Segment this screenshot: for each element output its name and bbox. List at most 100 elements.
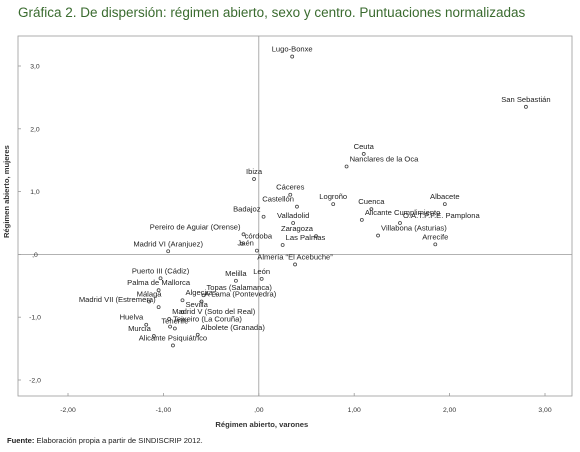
x-tick-label: 2,00 [443, 407, 456, 414]
point-marker [239, 241, 244, 246]
point-label: Valladolid [277, 211, 309, 220]
x-tick-label: ,00 [254, 407, 264, 414]
point-label: Melilla [225, 269, 247, 278]
point-marker [280, 243, 285, 247]
point-marker [151, 334, 156, 338]
point-label: Teixeiro (La Coruña) [173, 315, 242, 324]
point-label: Ibiza [246, 167, 263, 176]
source-text: Elaboración propia a partir de SINDISCRI… [34, 436, 203, 445]
point-marker [376, 233, 380, 238]
data-point: Teixeiro (La Coruña) [168, 315, 242, 329]
data-point: Badajoz [233, 205, 266, 219]
data-point: Algeciras [180, 288, 217, 303]
x-axis-title: Régimen abierto, varones [215, 420, 308, 429]
point-label: Sevilla [185, 300, 208, 309]
data-point: Ibiza [246, 167, 263, 181]
chart-source: Fuente: Elaboración propia a partir de S… [7, 436, 203, 445]
data-point: Murcia [128, 324, 156, 338]
x-tick-label: -1,00 [156, 407, 172, 414]
point-label: Albacete [430, 192, 460, 201]
data-point: Alicante Cumplimiento [359, 208, 441, 222]
data-point: Nanclares de la Oca [344, 154, 420, 169]
data-point: Madrid V (Soto del Real) [167, 307, 256, 321]
data-point: San Sebastián [501, 95, 551, 109]
point-marker [314, 234, 318, 239]
data-point: Alicante Psiquiátrico [139, 333, 207, 348]
point-marker [291, 221, 296, 225]
point-label: Madrid VII (Estremera) [79, 295, 156, 304]
point-label: Logroño [319, 192, 347, 201]
point-label: Las Palmas [286, 233, 326, 242]
data-point: León [253, 267, 270, 281]
x-tick-label: 3,00 [538, 407, 551, 414]
tick-labels: -2,00 -1,00 ,00 1,00 2,00 3,00 -2,0 -1,0 ,0 1,0 2,… [18, 64, 552, 414]
data-point: Madrid VII (Estremera) [79, 295, 161, 310]
point-label: Alicante Psiquiátrico [139, 333, 207, 342]
point-label: A Lama (Pontevedra) [205, 290, 277, 299]
point-marker [147, 299, 151, 304]
point-label: córdoba [245, 232, 273, 241]
point-marker [156, 305, 161, 310]
point-label: León [253, 267, 270, 276]
point-marker [167, 317, 172, 321]
chart-title: Gráfica 2. De dispersión: régimen abiert… [18, 5, 526, 20]
point-label: Tenerife [161, 317, 188, 326]
point-marker [166, 249, 171, 254]
x-tick-label: 1,00 [348, 407, 361, 414]
point-label: Murcia [128, 324, 152, 333]
point-label: San Sebastián [501, 95, 550, 104]
point-label: Madrid VI (Aranjuez) [133, 239, 203, 248]
point-label: Alicante Cumplimiento [365, 208, 441, 217]
axes [18, 36, 572, 396]
data-point: A Lama (Pontevedra) [199, 290, 277, 304]
point-marker [359, 217, 364, 222]
point-marker [295, 204, 299, 209]
data-point: Valladolid [277, 211, 309, 225]
point-label: Madrid V (Soto del Real) [172, 307, 256, 316]
point-marker [241, 232, 246, 237]
data-point: Jaén [237, 239, 259, 253]
point-marker [259, 276, 264, 281]
point-label: Castellón [262, 195, 294, 204]
plot-frame [17, 35, 573, 397]
point-label: Arrecife [422, 232, 448, 241]
data-point: Las Palmas [280, 233, 326, 247]
data-point: Albacete [430, 192, 460, 207]
data-point: Villabona (Asturias) [376, 224, 447, 238]
point-marker [331, 202, 336, 207]
data-point: Pereiro de Aguiar (Orense) [150, 222, 246, 237]
point-label: Algeciras [185, 288, 216, 297]
data-point: Málaga [137, 290, 163, 304]
data-point: Madrid VI (Aranjuez) [133, 239, 203, 254]
y-tick-label: 1,0 [30, 189, 40, 196]
point-marker [171, 343, 175, 348]
point-label: Málaga [137, 290, 163, 299]
data-point: Palma de Mallorca [127, 278, 191, 293]
point-marker [180, 298, 185, 303]
point-marker [398, 221, 402, 225]
point-marker [293, 262, 297, 267]
point-marker [369, 207, 374, 212]
point-label: Nanclares de la Oca [350, 154, 420, 163]
y-tick-label: 2,0 [30, 126, 40, 133]
point-label: Topas (Salamanca) [206, 283, 272, 292]
x-tick-label: -2,00 [60, 407, 76, 414]
point-marker [433, 242, 438, 247]
point-marker [442, 202, 447, 207]
plot-border [17, 35, 573, 397]
data-points: Lugo-Bonxe San Sebastián Ceuta Nanclares de… [79, 45, 551, 348]
data-point: O.A.T.P.F.E. Pamplona [398, 211, 480, 225]
data-point: Castellón [262, 195, 299, 209]
source-label: Fuente: [7, 436, 35, 445]
point-marker [180, 310, 185, 315]
point-label: Cuenca [358, 197, 385, 206]
point-marker [168, 324, 172, 329]
point-marker [172, 326, 177, 331]
point-label: Lugo-Bonxe [272, 45, 313, 54]
point-label: Jaén [237, 239, 253, 248]
point-label: Albolete (Granada) [201, 323, 266, 332]
data-point: Lugo-Bonxe [272, 45, 313, 59]
data-point: Logroño [319, 192, 347, 207]
data-point: Melilla [225, 269, 247, 283]
